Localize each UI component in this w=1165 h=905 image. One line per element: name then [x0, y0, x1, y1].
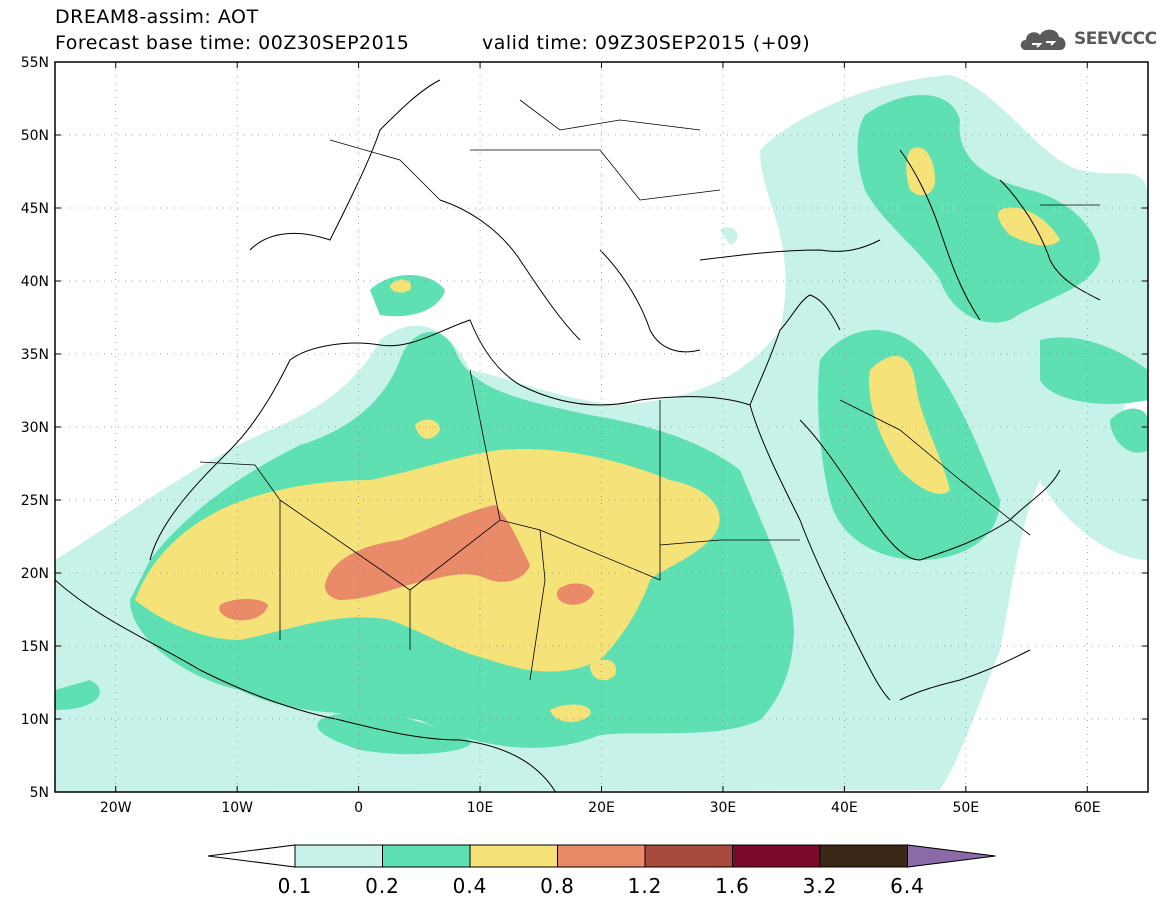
lat-tick-label: 50N: [21, 128, 49, 144]
lat-tick-label: 55N: [21, 55, 49, 71]
lat-tick-label: 5N: [30, 785, 49, 801]
legend-label: 3.2: [803, 874, 838, 898]
lon-tick-label: 50E: [952, 800, 979, 816]
legend-swatch: [382, 844, 471, 868]
color-bar-labels: 0.1 0.2 0.4 0.8 1.2 1.6 3.2 6.4: [278, 874, 925, 898]
forecast-base-time: Forecast base time: 00Z30SEP2015: [55, 32, 410, 54]
cloud-icon: [1020, 29, 1066, 50]
legend-swatch: [469, 844, 558, 868]
latitude-ticks: 55N 50N 45N 40N 35N 30N 25N 20N 15N 10N 5N: [21, 55, 1148, 801]
lat-tick-label: 10N: [21, 712, 49, 728]
legend-swatch: [557, 844, 646, 868]
seevccc-logo: SEEVCCC: [1018, 24, 1157, 54]
lat-tick-label: 35N: [21, 347, 49, 363]
lon-tick-label: 10E: [467, 800, 494, 816]
lat-tick-label: 20N: [21, 566, 49, 582]
country-borders: [199, 99, 1100, 681]
legend-swatch: [294, 844, 383, 868]
lat-tick-label: 45N: [21, 201, 49, 217]
longitude-ticks: 20W 10W 0 10E 20E 30E 40E 50E 60E: [100, 62, 1101, 816]
lat-tick-label: 30N: [21, 420, 49, 436]
legend-swatch: [819, 844, 908, 868]
coastlines: [55, 79, 1101, 792]
logo-text: SEEVCCC: [1074, 29, 1157, 49]
lon-tick-label: 30E: [710, 800, 737, 816]
legend-below-min-triangle: [207, 844, 296, 868]
lon-tick-label: 20W: [100, 800, 132, 816]
lat-tick-label: 15N: [21, 639, 49, 655]
graticule: [55, 62, 1148, 792]
legend-swatch: [644, 844, 733, 868]
legend-label: 6.4: [890, 874, 925, 898]
aot-level-0.8: [219, 505, 594, 621]
legend-label: 0.8: [540, 874, 575, 898]
lon-tick-label: 0: [354, 800, 363, 816]
legend-label: 0.4: [453, 874, 488, 898]
valid-time: valid time: 09Z30SEP2015 (+09): [482, 32, 811, 54]
lon-tick-label: 20E: [588, 800, 615, 816]
chart-title: DREAM8-assim: AOT: [55, 6, 259, 28]
lon-tick-label: 40E: [831, 800, 858, 816]
legend-above-max-triangle: [907, 844, 996, 868]
legend-label: 0.1: [278, 874, 313, 898]
legend-label: 1.6: [715, 874, 750, 898]
color-bar: [207, 844, 996, 868]
lon-tick-label: 60E: [1074, 800, 1101, 816]
lon-tick-label: 10W: [221, 800, 253, 816]
aot-field: [55, 75, 1148, 792]
legend-label: 0.2: [365, 874, 400, 898]
legend-label: 1.2: [628, 874, 663, 898]
legend-swatch: [732, 844, 821, 868]
lat-tick-label: 25N: [21, 493, 49, 509]
lat-tick-label: 40N: [21, 274, 49, 290]
